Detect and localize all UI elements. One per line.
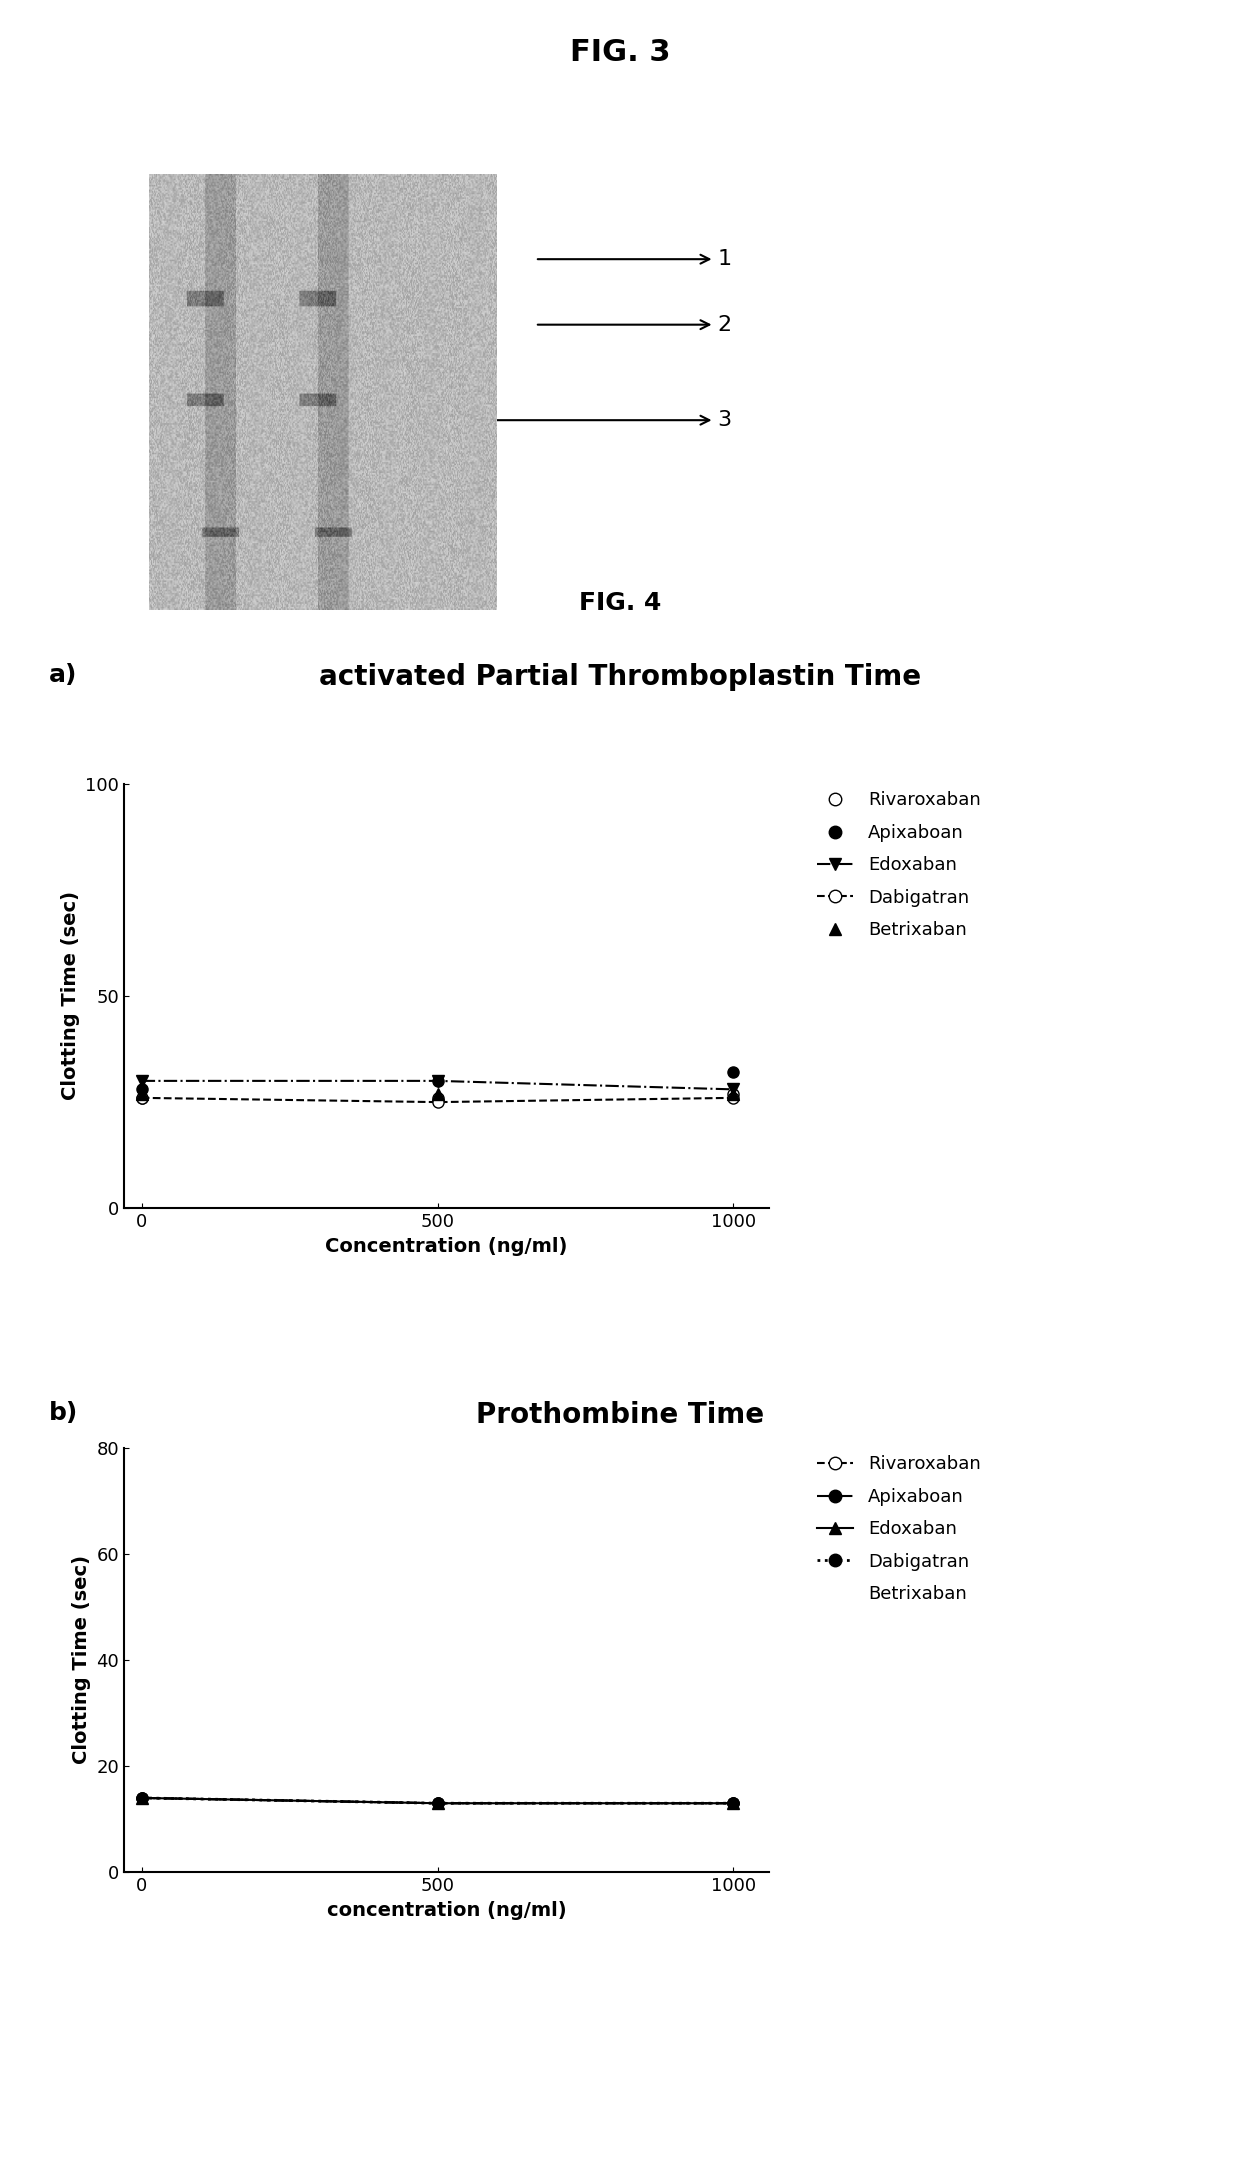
Dabigatran <box>430 1789 445 1816</box>
Apixaboan <box>134 1785 149 1811</box>
Line: Apixaboan: Apixaboan <box>136 1067 739 1095</box>
Text: b): b) <box>48 1402 78 1426</box>
Dabigatran <box>430 1088 445 1115</box>
Apixaboan <box>725 1060 740 1086</box>
Apixaboan <box>430 1789 445 1816</box>
Line: Apixaboan: Apixaboan <box>136 1792 739 1809</box>
Rivaroxaban <box>725 1789 740 1816</box>
Line: Edoxaban: Edoxaban <box>136 1792 739 1809</box>
Edoxaban <box>134 1785 149 1811</box>
Line: Dabigatran: Dabigatran <box>136 1792 739 1809</box>
Text: a): a) <box>48 662 77 686</box>
Betrixaban <box>430 1080 445 1106</box>
Y-axis label: Clotting Time (sec): Clotting Time (sec) <box>61 890 79 1102</box>
Line: Rivaroxaban: Rivaroxaban <box>136 1088 739 1104</box>
Dabigatran <box>725 1789 740 1816</box>
Edoxaban <box>430 1067 445 1093</box>
Apixaboan <box>134 1075 149 1102</box>
Line: Dabigatran: Dabigatran <box>136 1093 739 1108</box>
X-axis label: Concentration (ng/ml): Concentration (ng/ml) <box>325 1237 568 1256</box>
Rivaroxaban <box>725 1080 740 1106</box>
Rivaroxaban <box>430 1084 445 1110</box>
Apixaboan <box>430 1067 445 1093</box>
Rivaroxaban <box>134 1084 149 1110</box>
Edoxaban <box>134 1067 149 1093</box>
Text: FIG. 3: FIG. 3 <box>569 39 671 67</box>
Line: Betrixaban: Betrixaban <box>136 1088 739 1099</box>
Betrixaban <box>134 1080 149 1106</box>
Betrixaban <box>725 1080 740 1106</box>
Line: Rivaroxaban: Rivaroxaban <box>136 1792 739 1809</box>
Y-axis label: Clotting Time (sec): Clotting Time (sec) <box>72 1554 91 1766</box>
Edoxaban <box>430 1789 445 1816</box>
Dabigatran <box>134 1785 149 1811</box>
Rivaroxaban <box>134 1785 149 1811</box>
Apixaboan <box>725 1789 740 1816</box>
Edoxaban <box>725 1075 740 1102</box>
Edoxaban <box>725 1789 740 1816</box>
Rivaroxaban <box>430 1789 445 1816</box>
Text: Prothombine Time: Prothombine Time <box>476 1402 764 1428</box>
Text: 1: 1 <box>538 248 732 270</box>
Legend: Rivaroxaban, Apixaboan, Edoxaban, Dabigatran, Betrixaban: Rivaroxaban, Apixaboan, Edoxaban, Dabiga… <box>810 1448 988 1611</box>
Text: 2: 2 <box>538 316 732 335</box>
Dabigatran <box>134 1084 149 1110</box>
Legend: Rivaroxaban, Apixaboan, Edoxaban, Dabigatran, Betrixaban: Rivaroxaban, Apixaboan, Edoxaban, Dabiga… <box>810 784 988 947</box>
Dabigatran <box>725 1084 740 1110</box>
Text: FIG. 4: FIG. 4 <box>579 592 661 616</box>
Line: Edoxaban: Edoxaban <box>136 1075 739 1095</box>
X-axis label: concentration (ng/ml): concentration (ng/ml) <box>326 1901 567 1920</box>
Text: activated Partial Thromboplastin Time: activated Partial Thromboplastin Time <box>319 662 921 690</box>
Text: 3: 3 <box>343 409 732 431</box>
